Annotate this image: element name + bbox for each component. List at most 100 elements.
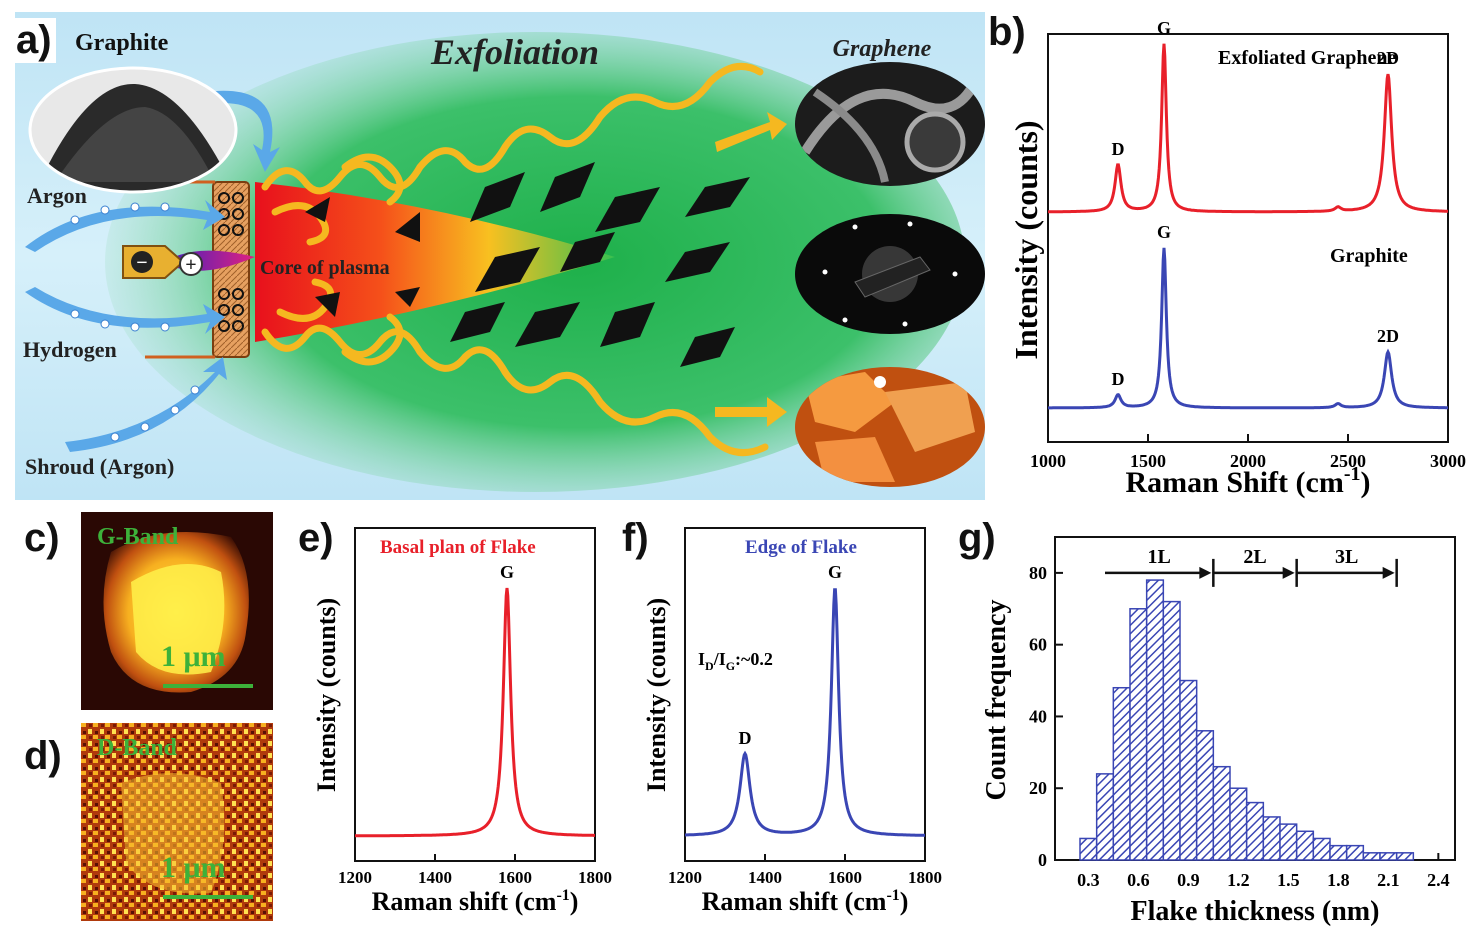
g-range-arrowhead — [1382, 566, 1395, 579]
e-ylabel: Intensity (counts) — [312, 598, 341, 792]
g-y-tick-label: 0 — [1038, 850, 1047, 870]
g-y-tick-label: 40 — [1029, 706, 1047, 726]
f-x-tick-label: 1600 — [828, 868, 862, 887]
g-x-tick-label: 1.5 — [1277, 870, 1300, 890]
b-legend-top: Exfoliated Graphene — [1218, 47, 1396, 69]
e-x-tick-label: 1800 — [578, 868, 612, 887]
panel-letter-e: e) — [298, 516, 334, 560]
g-histogram-bar — [1162, 600, 1181, 861]
g-histogram-bar — [1279, 823, 1298, 861]
raman-chart-b: Intensity (counts) Raman Shift (cm-1) Ex… — [1008, 20, 1466, 499]
g-histogram-bar — [1195, 730, 1215, 861]
e-title: Basal plan of Flake — [380, 537, 536, 558]
squiggle-streams — [261, 62, 769, 457]
g-band-label: G-Band — [97, 524, 179, 550]
panel-letter-b: b) — [988, 10, 1026, 54]
e-x-tick-label: 1600 — [498, 868, 532, 887]
afm-image — [795, 367, 985, 487]
raman-chart-e: Intensity (counts) Raman shift (cm-1) Ba… — [312, 527, 612, 916]
exfoliation-title: Exfoliation — [430, 32, 599, 72]
f-peak-label: G — [828, 562, 842, 582]
g-x-tick-label: 1.8 — [1327, 870, 1350, 890]
e-series-line — [355, 587, 595, 838]
b-peak-label: D — [1112, 139, 1125, 159]
g-histogram-bar — [1295, 830, 1315, 861]
g-histogram-bar — [1312, 837, 1331, 861]
g-x-tick-label: 0.6 — [1127, 870, 1150, 890]
plus-icon — [179, 252, 203, 276]
g-histogram-bar — [1095, 773, 1115, 861]
g-histogram-bar — [1079, 837, 1098, 861]
panel-letter-f: f) — [622, 516, 649, 560]
d-band-scale: 1 μm — [161, 851, 226, 884]
b-x-tick-label: 3000 — [1430, 451, 1466, 471]
g-range-arrowhead — [1282, 566, 1295, 579]
output-arrows — [715, 112, 787, 427]
panel-letter-g: g) — [958, 516, 996, 560]
g-range-label: 1L — [1147, 546, 1170, 568]
g-x-tick-label: 2.1 — [1377, 870, 1400, 890]
g-histogram-bar — [1262, 816, 1281, 861]
g-band-scale: 1 μm — [161, 640, 226, 673]
d-band-map: D-Band 1 μm — [81, 723, 273, 921]
core-label: Core of plasma — [260, 257, 390, 279]
b-xlabel: Raman Shift (cm-1) — [1126, 463, 1371, 499]
g-xlabel: Flake thickness (nm) — [1131, 896, 1380, 927]
f-ylabel: Intensity (counts) — [642, 598, 671, 792]
g-range-arrowhead — [1199, 566, 1212, 579]
f-title: Edge of Flake — [745, 537, 857, 558]
g-x-tick-label: 0.3 — [1077, 870, 1100, 890]
b-peak-label: 2D — [1377, 326, 1399, 346]
torch-body — [212, 181, 250, 358]
shroud-label: Shroud (Argon) — [25, 454, 174, 479]
g-ylabel: Count frequency — [981, 600, 1012, 801]
raman-chart-f: Intensity (counts) Raman shift (cm-1) Ed… — [642, 527, 942, 916]
g-x-tick-label: 2.4 — [1427, 870, 1450, 890]
svg-text:−: − — [136, 252, 147, 274]
panel-a: − + — [15, 12, 985, 500]
e-peak-label: G — [500, 562, 514, 582]
diffraction-image — [795, 214, 985, 334]
g-histogram-bar — [1145, 579, 1165, 861]
gas-arrows — [25, 90, 280, 452]
g-histogram-bar — [1112, 686, 1131, 861]
b-x-tick-label: 1000 — [1030, 451, 1066, 471]
svg-text:+: + — [185, 254, 196, 276]
plasma-jet — [255, 182, 615, 342]
f-x-tick-label: 1200 — [668, 868, 702, 887]
graphene-label: Graphene — [833, 36, 932, 62]
g-histogram-bar — [1329, 844, 1348, 861]
g-histogram-bar — [1362, 852, 1381, 861]
b-ylabel: Intensity (counts) — [1008, 120, 1044, 359]
b-series-line — [1048, 247, 1448, 410]
b-series-line — [1048, 43, 1448, 214]
f-series-line — [685, 588, 925, 837]
panel-letter-a: a) — [12, 18, 56, 63]
graphite-photo — [30, 68, 236, 192]
b-legend-bottom: Graphite — [1330, 245, 1408, 267]
f-x-tick-label: 1400 — [748, 868, 782, 887]
f-ratio: ID/IG:~0.2 — [698, 649, 773, 673]
g-histogram-bar — [1229, 787, 1248, 861]
g-histogram-bar — [1179, 679, 1198, 861]
g-band-map: G-Band 1 μm — [81, 512, 273, 710]
f-xlabel: Raman shift (cm-1) — [702, 887, 909, 916]
graphene-flakes — [305, 162, 750, 367]
d-band-label: D-Band — [97, 735, 178, 761]
b-x-tick-label: 2000 — [1230, 451, 1266, 471]
g-histogram-bar — [1245, 801, 1265, 861]
g-histogram-bar — [1395, 852, 1415, 861]
argon-label: Argon — [27, 183, 87, 208]
b-x-tick-label: 1500 — [1130, 451, 1166, 471]
g-x-tick-label: 0.9 — [1177, 870, 1200, 890]
plasma-schematic: − + — [15, 12, 985, 500]
torch-holes — [218, 192, 244, 332]
g-range-label: 3L — [1335, 546, 1358, 568]
b-peak-label: 2D — [1377, 48, 1399, 68]
graphite-label: Graphite — [75, 30, 169, 56]
e-x-tick-label: 1200 — [338, 868, 372, 887]
e-xlabel: Raman shift (cm-1) — [372, 887, 579, 916]
panel-letter-c: c) — [24, 516, 60, 560]
e-x-tick-label: 1400 — [418, 868, 452, 887]
g-y-tick-label: 20 — [1029, 778, 1047, 798]
